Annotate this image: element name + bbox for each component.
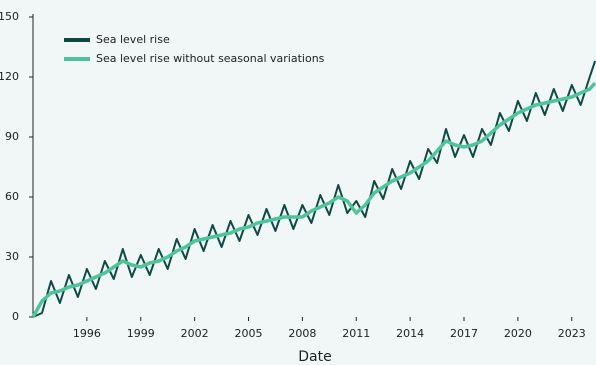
- legend-label: Sea level rise without seasonal variatio…: [96, 52, 325, 65]
- x-axis-label: Date: [298, 349, 331, 365]
- x-tick-label: 2017: [450, 327, 478, 340]
- y-tick-label: 30: [5, 250, 19, 263]
- x-tick-label: 2008: [288, 327, 316, 340]
- x-tick-label: 2002: [181, 327, 209, 340]
- x-tick-label: 2011: [342, 327, 370, 340]
- x-tick-label: 1996: [73, 327, 101, 340]
- y-tick-label: 150: [0, 10, 19, 23]
- x-tick-label: 2023: [558, 327, 586, 340]
- x-tick-label: 2014: [396, 327, 424, 340]
- y-tick-label: 60: [5, 190, 19, 203]
- y-tick-label: 0: [12, 310, 19, 323]
- x-tick-label: 1999: [127, 327, 155, 340]
- x-tick-label: 2005: [235, 327, 263, 340]
- legend-label: Sea level rise: [96, 33, 170, 46]
- x-tick-label: 2020: [504, 327, 532, 340]
- y-tick-label: 90: [5, 130, 19, 143]
- y-tick-label: 120: [0, 70, 19, 83]
- series-line: [31, 81, 596, 318]
